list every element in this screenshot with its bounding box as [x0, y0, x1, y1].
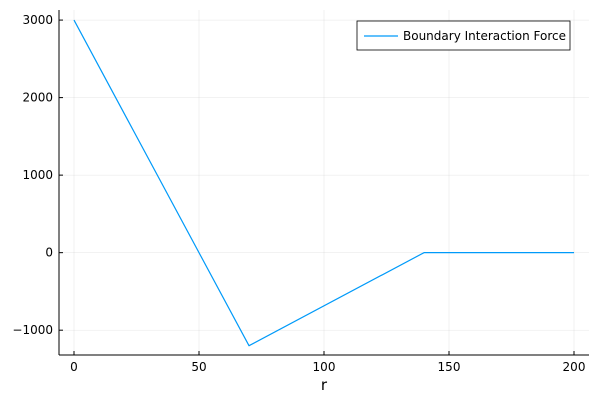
y-tick-label: 0	[45, 246, 53, 260]
x-tick-label: 200	[563, 360, 586, 374]
y-tick-label: −1000	[12, 323, 53, 337]
y-tick-label: 1000	[22, 168, 53, 182]
grid	[59, 10, 589, 355]
legend-label: Boundary Interaction Force	[403, 29, 566, 43]
y-tick-label: 3000	[22, 13, 53, 27]
x-tick-label: 0	[70, 360, 78, 374]
x-tick-label: 100	[313, 360, 336, 374]
x-tick-label: 50	[191, 360, 206, 374]
series	[73, 19, 574, 347]
series-line	[73, 19, 574, 347]
x-tick-label: 150	[438, 360, 461, 374]
y-tick-label: 2000	[22, 91, 53, 105]
ticks: 0 50 100 150 200 −1000 0 1000 2000 3000	[12, 13, 585, 374]
x-axis-title: r	[321, 376, 328, 394]
legend: Boundary Interaction Force	[356, 20, 571, 51]
